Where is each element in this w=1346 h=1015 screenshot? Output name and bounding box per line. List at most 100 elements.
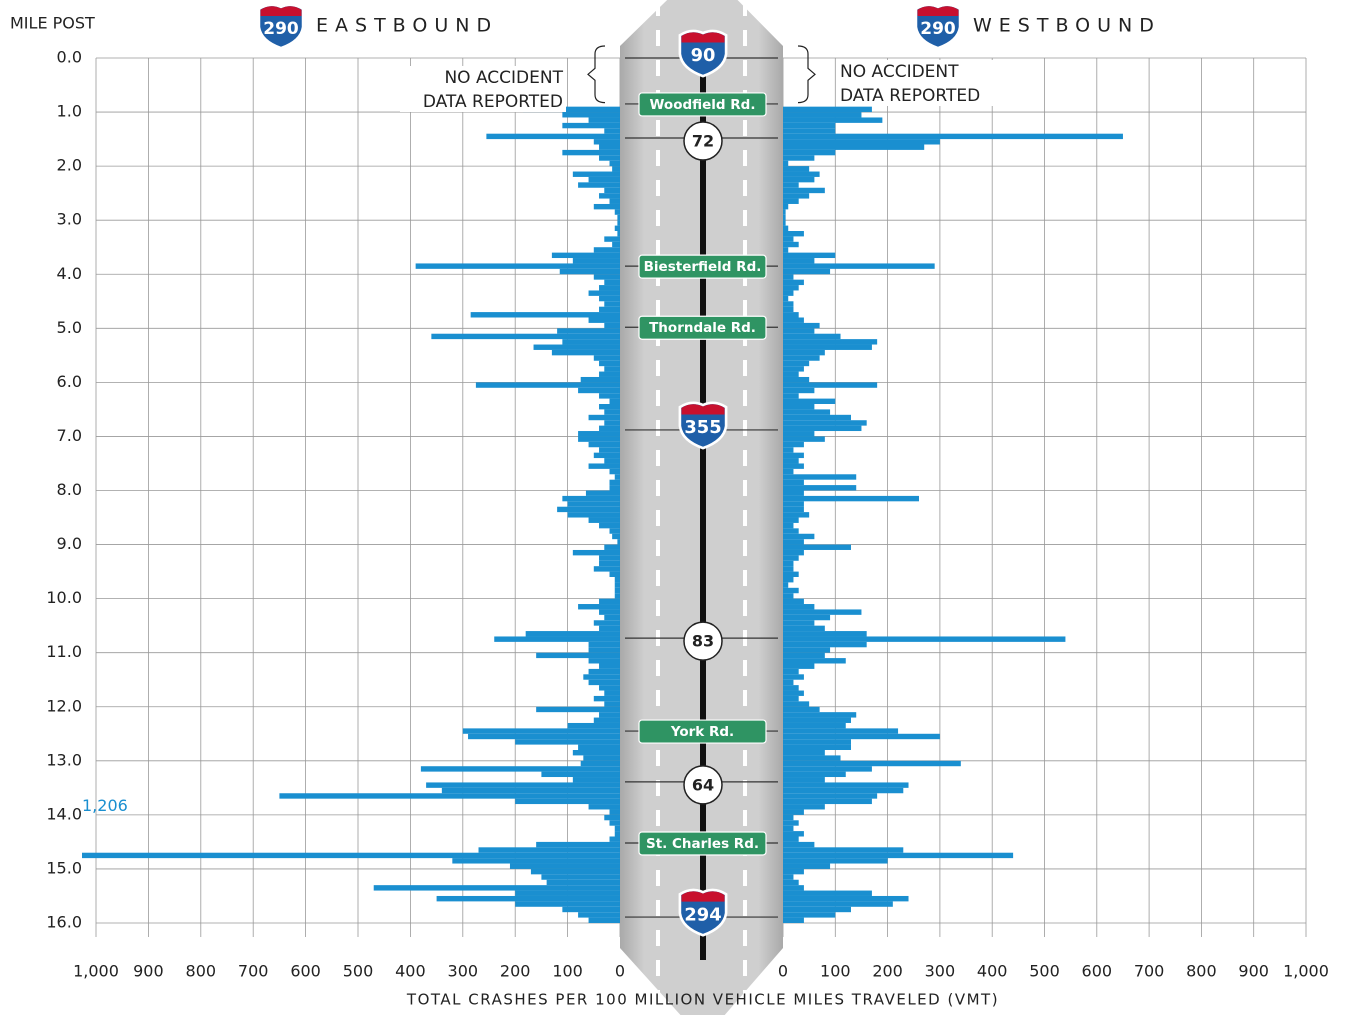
bar bbox=[783, 176, 815, 183]
bar bbox=[783, 106, 872, 113]
bar bbox=[783, 766, 872, 772]
bar bbox=[562, 122, 620, 129]
bar bbox=[609, 836, 620, 842]
interstate-shield: 90 bbox=[678, 29, 728, 78]
bracket bbox=[587, 45, 606, 104]
bar bbox=[783, 279, 804, 286]
bar bbox=[783, 917, 804, 923]
road-sign bbox=[638, 92, 767, 117]
bar bbox=[578, 744, 620, 750]
bar bbox=[478, 847, 620, 853]
bar bbox=[783, 814, 794, 821]
x-tick-label: 400 bbox=[977, 962, 1008, 981]
bar bbox=[783, 214, 786, 221]
bar bbox=[783, 760, 961, 767]
x-tick-label: 300 bbox=[925, 962, 956, 981]
bar bbox=[604, 814, 620, 821]
x-tick-label: 200 bbox=[872, 962, 903, 981]
bar bbox=[783, 533, 815, 540]
x-axis-label: TOTAL CRASHES PER 100 MILLION VEHICLE MI… bbox=[406, 991, 999, 1009]
route-marker bbox=[683, 121, 723, 161]
interstate-shield: 294 bbox=[678, 888, 728, 937]
bar bbox=[783, 733, 940, 740]
route-label: 72 bbox=[692, 132, 714, 151]
bar bbox=[609, 809, 620, 815]
bar bbox=[557, 506, 620, 513]
bar bbox=[593, 139, 620, 145]
x-tick-label: 100 bbox=[820, 962, 851, 981]
bar bbox=[783, 290, 794, 296]
bar bbox=[604, 187, 620, 194]
bar bbox=[588, 317, 620, 323]
bar bbox=[783, 771, 846, 778]
bar bbox=[783, 231, 804, 237]
shield-cap bbox=[681, 404, 725, 415]
bar bbox=[614, 209, 620, 215]
bar bbox=[609, 468, 620, 475]
road-sign-label: Biesterfield Rd. bbox=[644, 259, 762, 275]
bar bbox=[559, 268, 620, 275]
bar bbox=[783, 452, 804, 459]
bar bbox=[783, 360, 810, 367]
bar bbox=[475, 382, 620, 388]
bar bbox=[588, 414, 620, 421]
bar bbox=[783, 620, 815, 626]
bar bbox=[783, 690, 804, 696]
bar bbox=[599, 560, 620, 567]
bar bbox=[783, 155, 815, 161]
bar bbox=[588, 290, 620, 296]
bar bbox=[783, 652, 825, 659]
shield-cap bbox=[917, 6, 959, 16]
bar bbox=[783, 317, 804, 323]
bar bbox=[783, 901, 893, 907]
bar bbox=[783, 912, 836, 918]
bar bbox=[609, 528, 620, 534]
route-label: 83 bbox=[692, 632, 714, 651]
bar bbox=[783, 398, 836, 404]
road-sign-label: Thorndale Rd. bbox=[649, 320, 756, 336]
bar bbox=[604, 701, 620, 707]
bar bbox=[614, 474, 620, 480]
bar bbox=[599, 295, 620, 302]
bar bbox=[604, 409, 620, 415]
x-tick-label: 1,000 bbox=[1283, 962, 1329, 981]
bar bbox=[783, 371, 799, 377]
bar bbox=[604, 279, 620, 286]
bar bbox=[783, 258, 815, 264]
x-tick-label: 700 bbox=[238, 962, 269, 981]
bar bbox=[279, 793, 620, 799]
bar bbox=[557, 328, 620, 334]
bar bbox=[783, 777, 825, 783]
bar bbox=[783, 166, 810, 172]
bar bbox=[572, 549, 620, 556]
x-tick-label: 900 bbox=[1238, 962, 1269, 981]
bar bbox=[599, 522, 620, 529]
road-sign bbox=[638, 315, 767, 340]
bar bbox=[783, 463, 804, 469]
bar bbox=[783, 209, 786, 215]
bar bbox=[593, 566, 620, 572]
bar bbox=[783, 820, 799, 826]
bar bbox=[783, 133, 1123, 140]
bar bbox=[783, 274, 794, 280]
bar bbox=[578, 182, 620, 188]
bar bbox=[614, 582, 620, 588]
bar bbox=[588, 668, 620, 675]
bar bbox=[783, 798, 872, 805]
x-tick-label: 600 bbox=[290, 962, 321, 981]
label-bg bbox=[836, 60, 1004, 106]
bar bbox=[783, 393, 799, 399]
bar bbox=[783, 485, 857, 491]
bar bbox=[599, 685, 620, 691]
bar bbox=[604, 614, 620, 621]
x-tick-label: 800 bbox=[186, 962, 217, 981]
bar bbox=[588, 463, 620, 469]
x-tick-label: 1,000 bbox=[73, 962, 119, 981]
bar bbox=[783, 187, 825, 194]
bar bbox=[783, 306, 794, 313]
bar bbox=[783, 674, 804, 680]
shield-label: 90 bbox=[691, 45, 716, 66]
route-label: 64 bbox=[692, 775, 714, 794]
road-sign bbox=[638, 719, 767, 744]
y-tick-label: 9.0 bbox=[57, 534, 82, 553]
